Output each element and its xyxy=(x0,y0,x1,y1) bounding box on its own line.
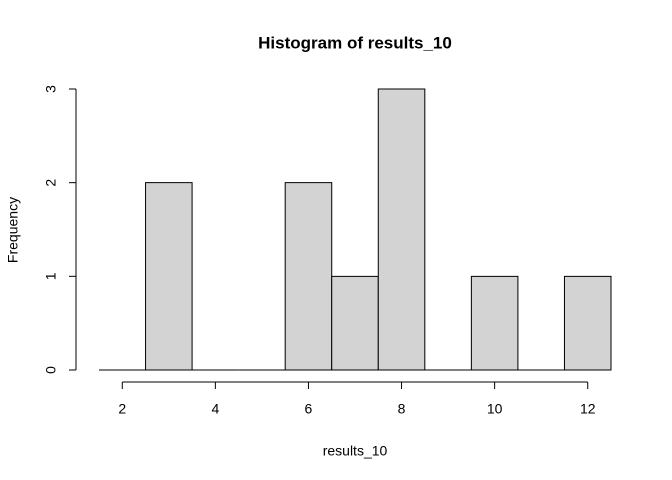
bar xyxy=(331,275,379,371)
y-tick-label: 1 xyxy=(43,272,59,280)
x-axis-label: results_10 xyxy=(323,443,388,459)
bar xyxy=(470,275,519,371)
x-tick-label: 4 xyxy=(211,401,219,417)
bar xyxy=(563,275,612,371)
y-axis-label: Frequency xyxy=(5,197,21,263)
y-tick-label: 0 xyxy=(43,366,59,374)
x-tick-label: 6 xyxy=(305,401,313,417)
bar xyxy=(377,88,426,371)
chart-title: Histogram of results_10 xyxy=(258,33,452,52)
x-tick-label: 10 xyxy=(487,401,503,417)
x-tick-label: 8 xyxy=(398,401,406,417)
y-tick-label: 3 xyxy=(43,85,59,93)
bar xyxy=(145,182,193,371)
bar xyxy=(284,182,333,371)
y-tick-label: 2 xyxy=(43,179,59,187)
x-tick-label: 12 xyxy=(580,401,596,417)
x-tick-label: 2 xyxy=(118,401,126,417)
